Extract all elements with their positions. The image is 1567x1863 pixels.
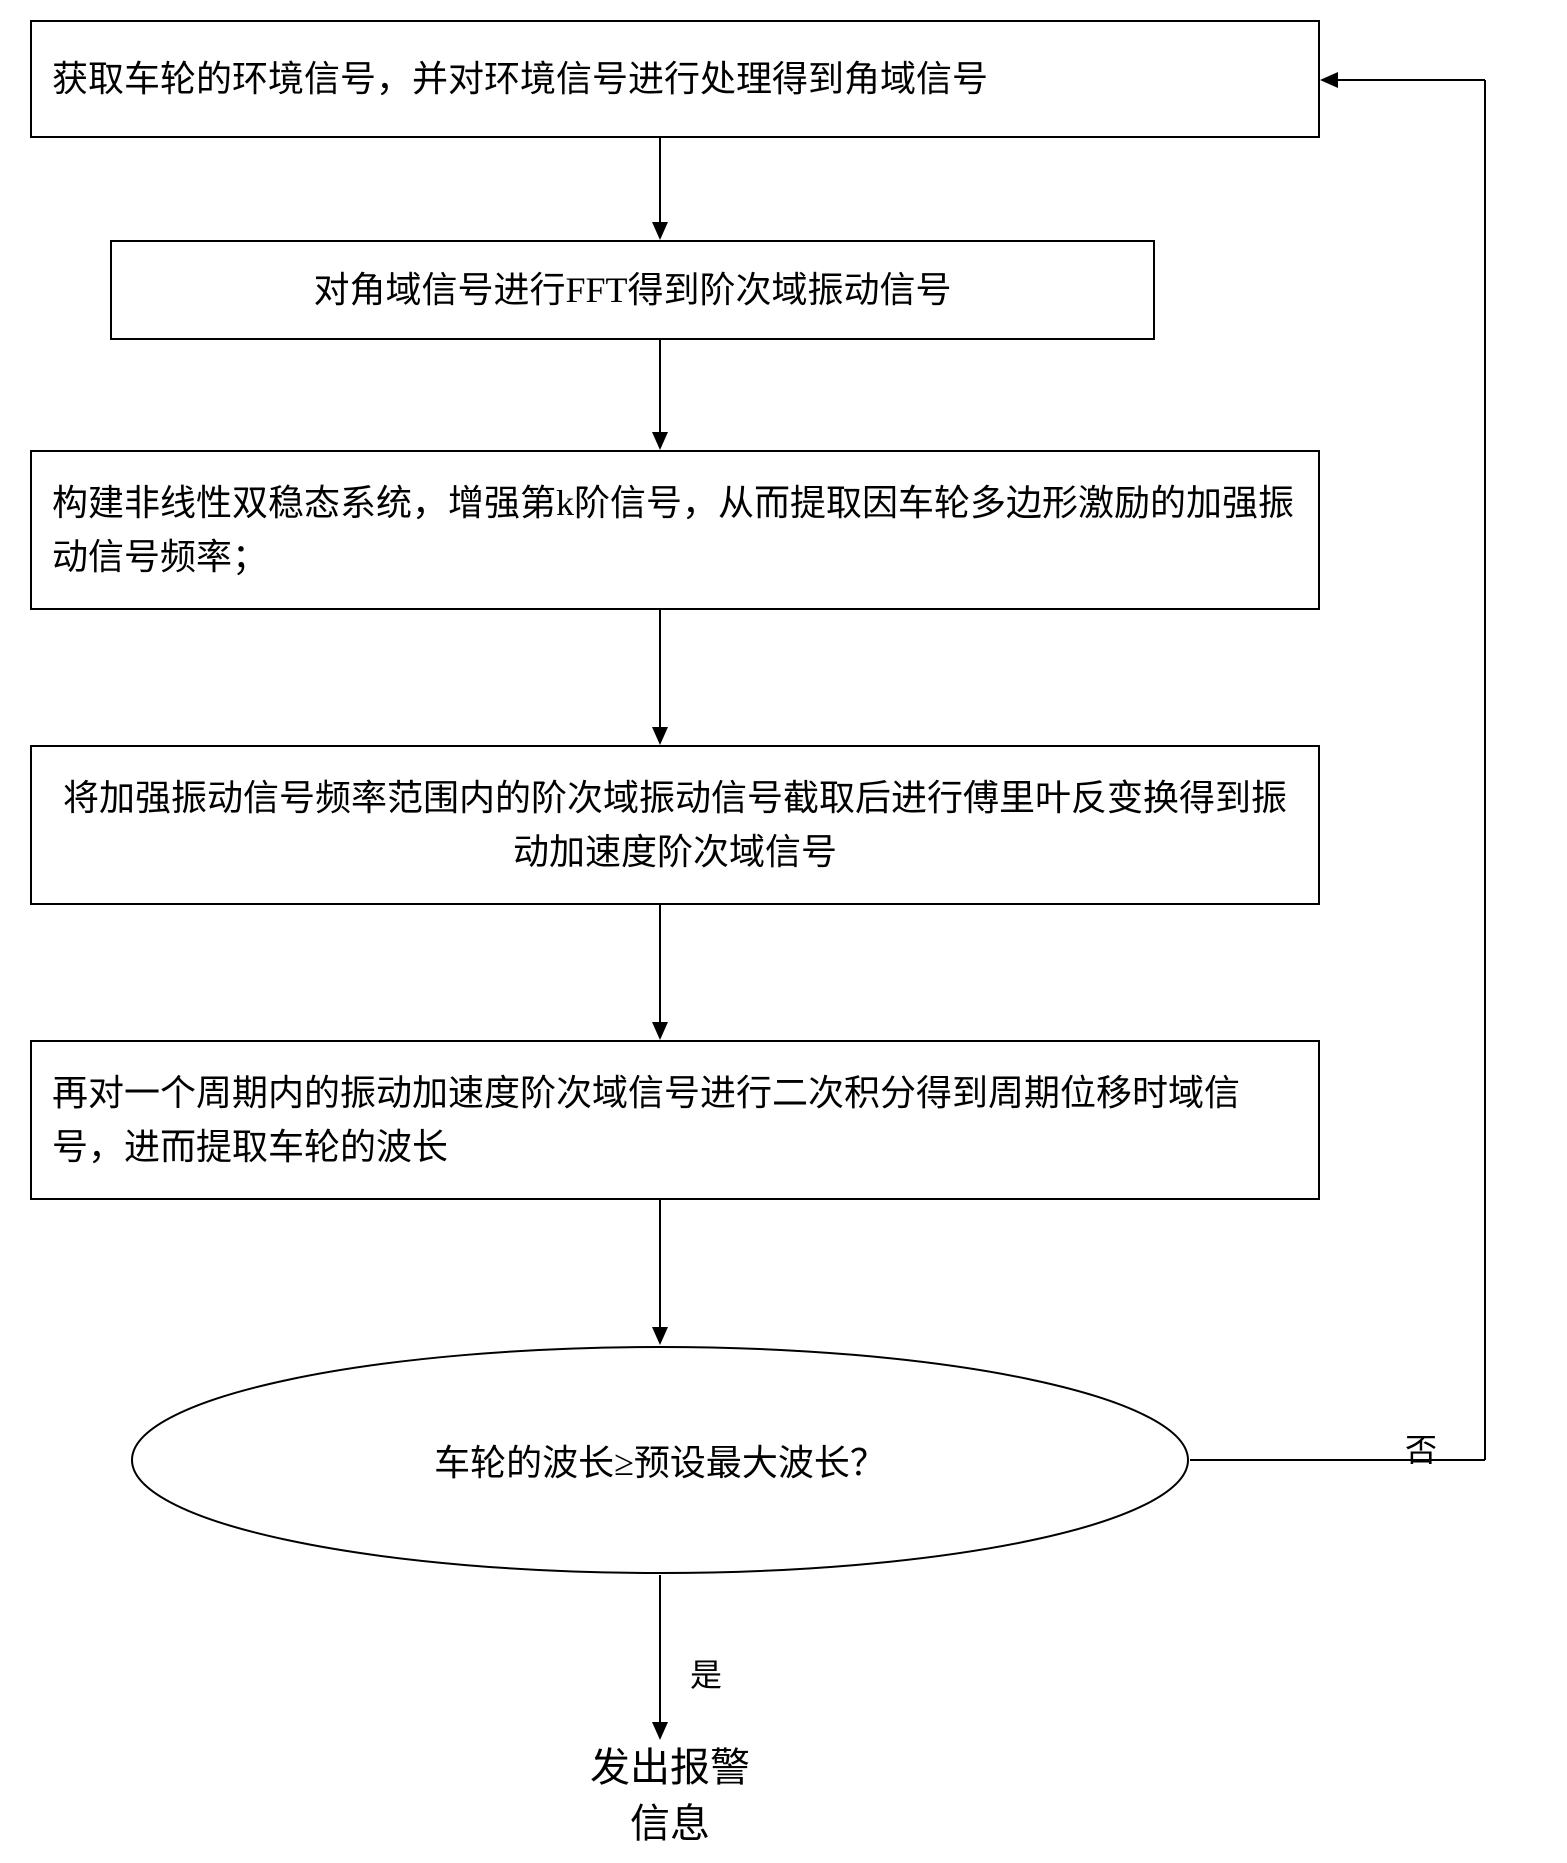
process-text: 对角域信号进行FFT得到阶次域振动信号 [313,263,951,317]
process-text: 获取车轮的环境信号，并对环境信号进行处理得到角域信号 [52,52,988,106]
terminal-line2: 信息 [540,1796,800,1852]
edge-label-yes: 是 [690,1650,722,1696]
arrow-d1-t1 [651,1575,669,1740]
arrow-n3-n4 [651,610,669,745]
process-double-integral: 再对一个周期内的振动加速度阶次域信号进行二次积分得到周期位移时域信号，进而提取车… [30,1040,1320,1200]
decision-wavelength-check: 车轮的波长≥预设最大波长？ [130,1345,1190,1575]
process-text: 再对一个周期内的振动加速度阶次域信号进行二次积分得到周期位移时域信号，进而提取车… [52,1066,1298,1174]
edge-label-no: 否 [1405,1425,1437,1471]
process-text: 构建非线性双稳态系统，增强第k阶信号，从而提取因车轮多边形激励的加强振动信号频率… [52,476,1298,584]
flowchart-container: 获取车轮的环境信号，并对环境信号进行处理得到角域信号 对角域信号进行FFT得到阶… [0,0,1567,1863]
arrow-n4-n5 [651,905,669,1040]
process-bistable-system: 构建非线性双稳态系统，增强第k阶信号，从而提取因车轮多边形激励的加强振动信号频率… [30,450,1320,610]
decision-text: 车轮的波长≥预设最大波长？ [434,1434,886,1486]
process-inverse-fourier: 将加强振动信号频率范围内的阶次域振动信号截取后进行傅里叶反变换得到振动加速度阶次… [30,745,1320,905]
terminal-alarm: 发出报警 信息 [540,1740,800,1852]
arrow-n5-d1 [651,1200,669,1345]
arrow-loopback [1190,20,1520,1462]
process-fft: 对角域信号进行FFT得到阶次域振动信号 [110,240,1155,340]
arrow-n1-n2 [651,138,669,240]
arrow-n2-n3 [651,340,669,450]
terminal-line1: 发出报警 [540,1740,800,1796]
process-acquire-signal: 获取车轮的环境信号，并对环境信号进行处理得到角域信号 [30,20,1320,138]
process-text: 将加强振动信号频率范围内的阶次域振动信号截取后进行傅里叶反变换得到振动加速度阶次… [52,771,1298,879]
